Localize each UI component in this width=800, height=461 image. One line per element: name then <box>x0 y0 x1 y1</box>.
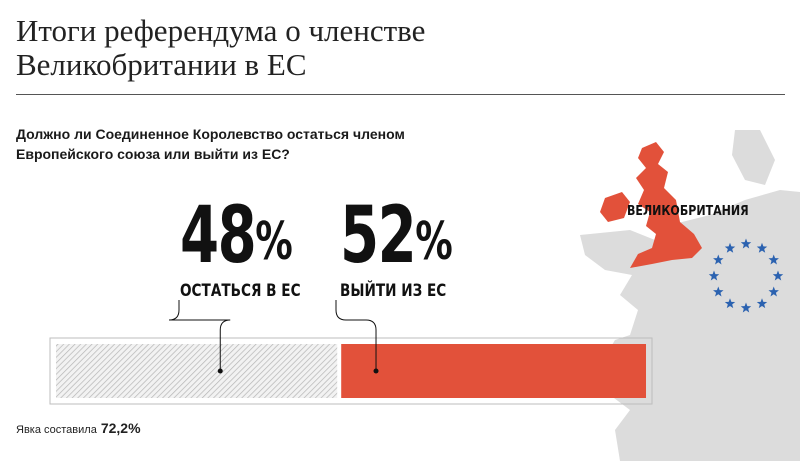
eu-star-icon <box>740 302 752 313</box>
bar-remain <box>56 344 338 398</box>
map-label-uk: ВЕЛИКОБРИТАНИЯ <box>627 204 749 219</box>
title-line-2: Великобритании в ЕС <box>16 47 307 82</box>
question-text: Должно ли Соединенное Королевство остать… <box>16 124 456 164</box>
title-line-1: Итоги референдума о членстве <box>16 13 426 48</box>
eu-star-icon <box>740 238 752 249</box>
title-divider <box>16 94 785 95</box>
eu-star-icon <box>724 242 736 253</box>
uk-shape <box>630 142 702 268</box>
eu-star-icon <box>724 298 736 309</box>
eu-star-icon <box>713 254 724 265</box>
value-unit-remain: % <box>255 212 293 272</box>
eu-star-icon <box>768 286 779 297</box>
value-unit-leave: % <box>415 212 453 272</box>
turnout-value: 72,2% <box>100 420 141 436</box>
scandinavia-shape <box>732 130 775 185</box>
bar-frame <box>49 337 653 405</box>
turnout-label: Явка составила <box>16 424 97 436</box>
turnout-note: Явка составила 72,2% <box>16 420 141 436</box>
ireland-shape <box>600 192 630 222</box>
category-label-leave: ВЫЙТИ ИЗ ЕС <box>340 281 447 301</box>
eu-star-icon <box>708 270 720 281</box>
leader-line-leave <box>335 300 377 371</box>
leader-dot-remain <box>217 368 223 374</box>
eu-star-icon <box>772 270 784 281</box>
leader-dot-leave <box>373 368 379 374</box>
value-number-remain: 48 <box>180 191 257 281</box>
page-title: Итоги референдума о членстве Великобрита… <box>16 14 576 82</box>
category-label-remain: ОСТАТЬСЯ В ЕС <box>180 281 301 301</box>
eu-stars-ring <box>708 238 784 313</box>
eu-star-icon <box>756 298 768 309</box>
eu-star-icon <box>713 286 724 297</box>
value-number-leave: 52 <box>340 191 417 281</box>
question-line-1: Должно ли Соединенное Королевство остать… <box>16 126 405 142</box>
eu-star-icon <box>756 242 768 253</box>
eu-star-icon <box>768 254 779 265</box>
question-line-2: Европейского союза или выйти из ЕС? <box>16 146 290 162</box>
value-label-leave: 52% <box>340 196 453 276</box>
value-label-remain: 48% <box>180 196 293 276</box>
bar-leave <box>341 344 646 398</box>
leader-line-remain <box>168 300 231 371</box>
